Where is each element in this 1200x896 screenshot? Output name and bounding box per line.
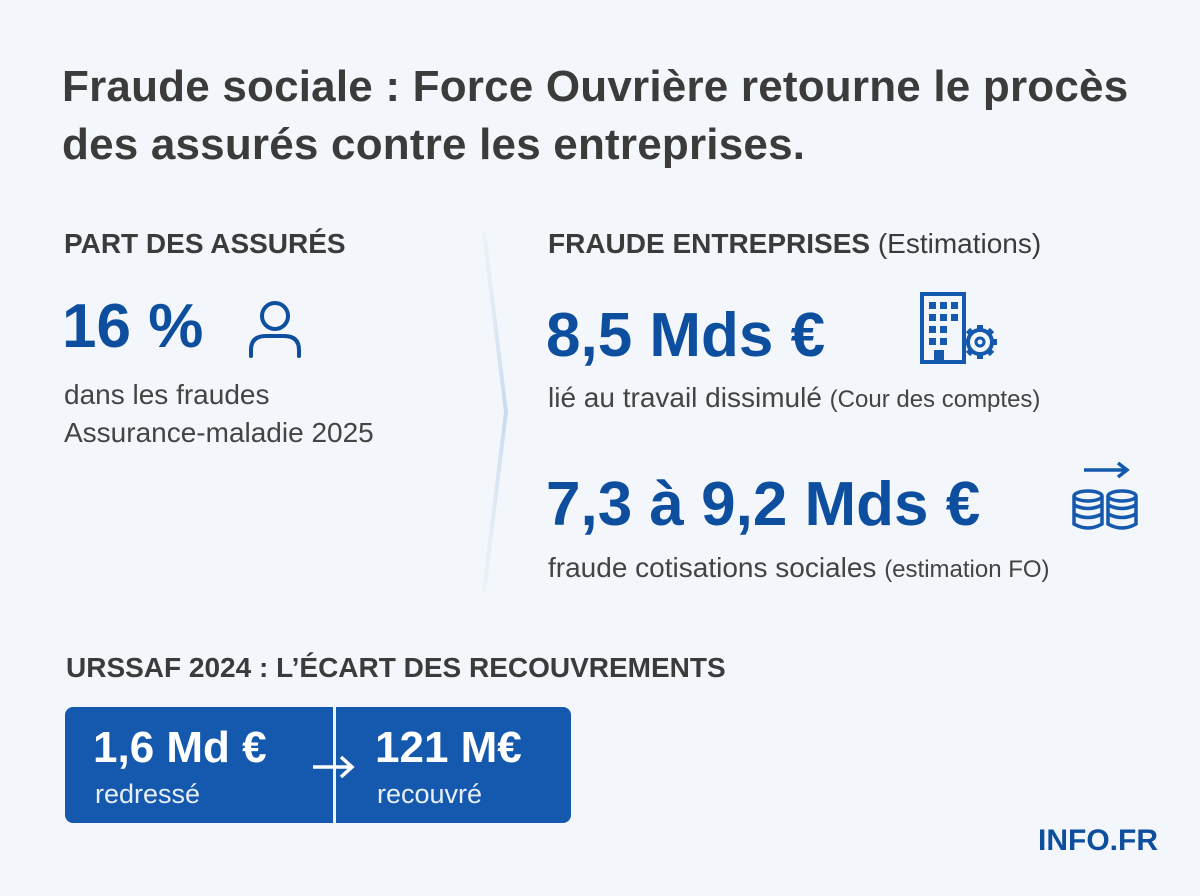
item1-desc: lié au travail dissimulé (Cour des compt… [548, 380, 1040, 418]
left-value: 16 % [62, 292, 204, 361]
left-heading: PART DES ASSURÉS [64, 228, 346, 259]
item2-desc-text: fraude cotisations sociales [548, 552, 877, 583]
urssaf-separator [333, 707, 336, 823]
item2-source: (estimation FO) [884, 556, 1050, 583]
urssaf-heading: URSSAF 2024 : L’ÉCART DES RECOUVREMENTS [66, 652, 726, 683]
person-icon [249, 301, 301, 358]
footer-brand: INFO.FR [1038, 824, 1158, 857]
right-heading-main: FRAUDE ENTREPRISES [548, 228, 871, 259]
chevron-divider [482, 232, 508, 592]
coins-arrow-icon [1072, 462, 1138, 530]
right-heading: FRAUDE ENTREPRISES (Estimations) [548, 228, 1041, 260]
urssaf-left-label: redressé [95, 779, 201, 809]
left-desc-line1: dans les fraudes [64, 379, 270, 410]
item2-value: 7,3 à 9,2 Mds € [546, 470, 981, 539]
arrow-right-icon [313, 755, 355, 779]
building-gear-icon [920, 292, 997, 364]
urssaf-right-value: 121 M€ [375, 723, 522, 772]
urssaf-left-value: 1,6 Md € [93, 723, 267, 772]
urssaf-right-label: recouvré [377, 779, 483, 809]
item2-desc: fraude cotisations sociales (estimation … [548, 550, 1050, 588]
item1-source: (Cour des comptes) [829, 386, 1041, 413]
right-heading-note: (Estimations) [877, 228, 1042, 259]
left-desc-line2: Assurance-maladie 2025 [64, 417, 374, 448]
urssaf-box: 1,6 Md € redressé 121 M€ recouvré [65, 707, 571, 823]
item1-desc-text: lié au travail dissimulé [548, 382, 822, 413]
page-title: Fraude sociale : Force Ouvrière retourne… [62, 62, 1129, 169]
item1-value: 8,5 Mds € [546, 301, 826, 370]
